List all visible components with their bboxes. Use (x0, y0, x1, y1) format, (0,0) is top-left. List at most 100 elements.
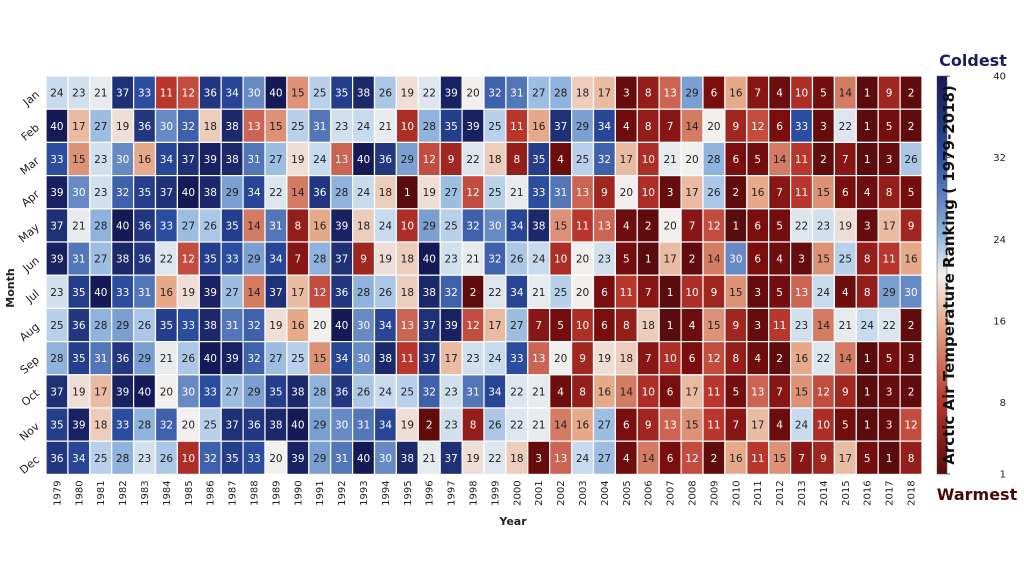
cell-value-label: 8 (514, 154, 521, 166)
cell-value-label: 33 (795, 121, 808, 133)
cell-value-label: 3 (798, 254, 805, 266)
cell-value-label: 36 (72, 320, 86, 332)
cell-value-label: 22 (839, 121, 852, 133)
cell-value-label: 7 (645, 287, 652, 299)
cell-value-label: 31 (247, 154, 260, 166)
cell-value-label: 15 (795, 386, 808, 398)
cell-value-label: 9 (579, 353, 586, 365)
year-tick-label: 2007 (666, 480, 677, 505)
cell-value-label: 25 (576, 154, 589, 166)
cell-value-label: 33 (182, 320, 195, 332)
cell-value-label: 29 (116, 320, 129, 332)
cell-value-label: 24 (357, 187, 371, 199)
year-tick-label: 2002 (556, 480, 567, 505)
cell-value-label: 36 (50, 453, 64, 465)
cell-value-label: 23 (444, 386, 457, 398)
cell-value-label: 15 (72, 154, 85, 166)
year-tick-label: 1991 (315, 480, 326, 505)
cell-value-label: 18 (642, 320, 655, 332)
cell-value-label: 30 (247, 88, 260, 100)
cell-value-label: 39 (50, 187, 63, 199)
cell-value-label: 38 (269, 420, 282, 432)
cell-value-label: 18 (357, 220, 370, 232)
year-tick-label: 1994 (381, 480, 392, 505)
cell-value-label: 39 (335, 220, 348, 232)
cell-value-label: 40 (50, 121, 63, 133)
cell-value-label: 25 (50, 320, 63, 332)
cell-value-label: 20 (269, 453, 282, 465)
year-tick-label: 2003 (578, 480, 589, 505)
cell-value-label: 19 (401, 420, 414, 432)
cell-value-label: 24 (313, 154, 327, 166)
cell-value-label: 21 (379, 121, 392, 133)
cell-value-label: 6 (711, 88, 718, 100)
cell-value-label: 38 (225, 121, 238, 133)
cell-value-label: 36 (247, 420, 261, 432)
cell-value-label: 20 (182, 420, 195, 432)
cell-value-label: 9 (448, 154, 455, 166)
cell-value-label: 39 (116, 386, 129, 398)
cell-value-label: 17 (291, 287, 304, 299)
cell-value-label: 21 (466, 254, 479, 266)
cell-value-label: 29 (313, 453, 326, 465)
cell-value-label: 8 (645, 88, 652, 100)
cell-value-label: 4 (776, 88, 783, 100)
colorbar-tick-label: 1 (1000, 470, 1006, 481)
cell-value-label: 12 (182, 254, 195, 266)
year-tick-label: 1980 (74, 480, 85, 505)
cell-value-label: 7 (754, 88, 761, 100)
cell-value-label: 23 (94, 154, 107, 166)
cell-value-label: 5 (842, 420, 849, 432)
cell-value-label: 32 (116, 187, 129, 199)
cell-value-label: 1 (645, 254, 652, 266)
cell-value-label: 2 (776, 353, 783, 365)
cell-value-label: 11 (401, 353, 414, 365)
cell-value-label: 31 (554, 187, 567, 199)
cell-value-label: 7 (667, 121, 674, 133)
cell-value-label: 15 (817, 254, 830, 266)
cell-value-label: 29 (423, 220, 436, 232)
cell-value-label: 17 (94, 386, 107, 398)
cell-value-label: 10 (576, 320, 589, 332)
cell-value-label: 5 (864, 453, 871, 465)
year-tick-label: 2017 (885, 480, 896, 505)
cell-value-label: 6 (754, 254, 761, 266)
year-tick-label: 2010 (731, 480, 742, 505)
cell-value-label: 6 (733, 154, 740, 166)
cell-value-label: 29 (685, 88, 698, 100)
cell-value-label: 8 (295, 220, 302, 232)
cell-value-label: 17 (620, 154, 633, 166)
year-tick-label: 1987 (228, 480, 239, 505)
year-tick-label: 2000 (512, 480, 523, 505)
cell-value-label: 11 (576, 220, 589, 232)
cell-value-label: 24 (50, 88, 64, 100)
cell-value-label: 38 (532, 220, 545, 232)
cell-value-label: 5 (820, 88, 827, 100)
cell-value-label: 27 (225, 287, 238, 299)
cell-value-label: 33 (116, 287, 129, 299)
colorbar-tick-label: 32 (993, 153, 1006, 164)
cell-value-label: 35 (72, 353, 85, 365)
cell-value-label: 28 (94, 220, 107, 232)
cell-value-label: 12 (182, 88, 195, 100)
cell-value-label: 1 (667, 287, 674, 299)
cell-value-label: 23 (795, 320, 808, 332)
cell-value-label: 7 (535, 320, 542, 332)
cell-value-label: 26 (204, 220, 218, 232)
cell-value-label: 9 (820, 453, 827, 465)
cell-value-label: 30 (729, 254, 742, 266)
cell-value-label: 16 (313, 220, 327, 232)
cell-value-label: 26 (182, 353, 196, 365)
cell-value-label: 33 (225, 254, 238, 266)
cell-value-label: 35 (444, 121, 457, 133)
cell-value-label: 37 (335, 254, 348, 266)
cell-value-label: 27 (269, 353, 282, 365)
cell-value-label: 5 (776, 220, 783, 232)
cell-value-label: 38 (204, 187, 217, 199)
year-tick-label: 1979 (52, 480, 63, 505)
cell-value-label: 9 (886, 88, 893, 100)
cell-value-label: 23 (817, 220, 830, 232)
cell-value-label: 16 (160, 287, 174, 299)
cell-value-label: 16 (729, 88, 743, 100)
cell-value-label: 9 (842, 386, 849, 398)
